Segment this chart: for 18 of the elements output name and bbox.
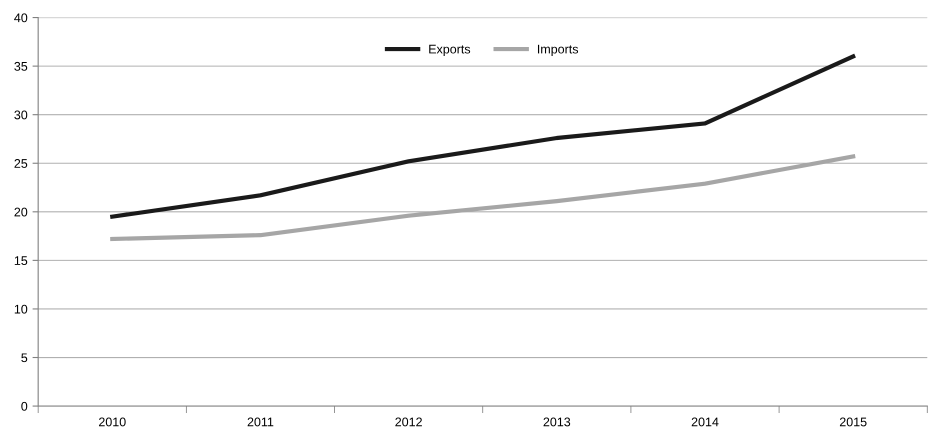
y-tick-label: 20 [14,208,28,216]
y-tick-label: 40 [14,13,28,22]
legend-label: Imports [538,44,578,56]
y-tick-label: 15 [14,256,28,266]
y-tick-label: 10 [14,304,28,314]
x-tick-label: 2012 [395,418,422,426]
y-tick-label: 35 [14,62,28,71]
y-tick-label: 0 [21,402,28,411]
y-tick-label: 25 [14,159,28,168]
y-tick-label: 30 [14,110,28,120]
x-tick-label: 2013 [544,418,570,426]
x-tick-label: 2015 [840,418,867,426]
x-tick-label: 2014 [692,418,719,426]
x-tick-label: 2011 [248,418,274,426]
line-series [110,54,856,219]
legend-label: Exports [429,44,470,56]
x-tick-label: 2010 [98,418,126,426]
y-tick-label: 5 [21,353,28,362]
